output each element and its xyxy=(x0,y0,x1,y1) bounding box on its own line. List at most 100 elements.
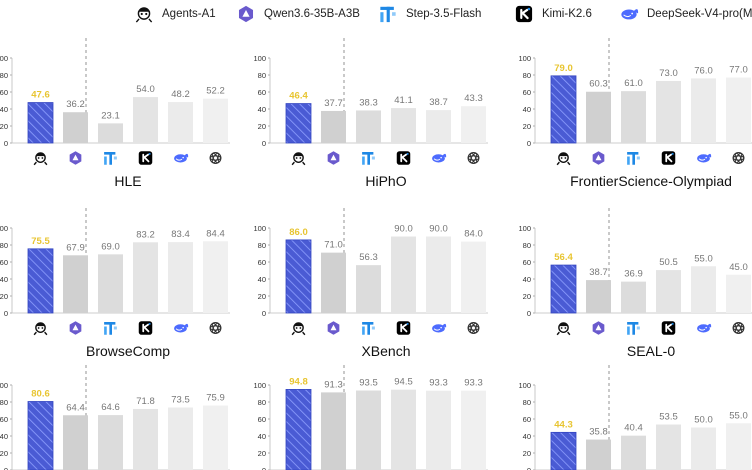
y-tick-label: 60 xyxy=(523,258,531,267)
bar-value-label: 60.3 xyxy=(589,79,608,90)
openai-icon xyxy=(732,322,745,334)
y-tick-label: 100 xyxy=(253,381,266,390)
bar-value-label: 56.4 xyxy=(554,252,573,263)
chart-panel-4: 0 20 40 60 80 100 86.0 71.0 56.3 90.0 90.0 84.0 XBen… xyxy=(253,208,488,359)
bar-0 xyxy=(27,102,54,144)
bar-5 xyxy=(726,423,751,470)
bar-2 xyxy=(621,281,646,313)
bar-value-label: 35.8 xyxy=(589,427,608,438)
y-tick-label: 60 xyxy=(258,88,266,97)
bar-value-label: 80.6 xyxy=(31,388,50,399)
y-tick-label: 0 xyxy=(4,139,8,148)
chart-title: XBench xyxy=(361,343,410,359)
y-tick-label: 0 xyxy=(262,466,266,470)
bar-1 xyxy=(63,255,88,313)
bar-4 xyxy=(426,110,451,143)
bar-2 xyxy=(356,390,381,470)
agents-a1-icon xyxy=(556,322,571,336)
qwen-icon xyxy=(69,321,82,335)
bar-2 xyxy=(356,265,381,313)
bar-2 xyxy=(98,415,123,470)
qwen-icon xyxy=(69,151,82,165)
bar-value-label: 36.2 xyxy=(66,99,85,110)
bar-value-label: 71.0 xyxy=(324,240,343,251)
y-tick-label: 80 xyxy=(0,71,8,80)
y-tick-label: 40 xyxy=(258,105,266,114)
y-tick-label: 40 xyxy=(258,432,266,441)
y-tick-label: 80 xyxy=(523,398,531,407)
bar-1 xyxy=(586,91,611,143)
bar-5 xyxy=(203,405,228,470)
legend-label: Agents-A1 xyxy=(162,8,216,20)
bar-value-label: 38.3 xyxy=(359,97,378,108)
y-tick-label: 40 xyxy=(258,275,266,284)
bar-value-label: 64.4 xyxy=(66,402,85,413)
bar-value-label: 44.3 xyxy=(554,419,573,430)
bar-0 xyxy=(550,264,577,314)
bar-3 xyxy=(391,236,416,313)
bar-value-label: 23.1 xyxy=(101,110,120,121)
kimi-icon xyxy=(138,151,153,165)
bar-4 xyxy=(691,266,716,313)
kimi-icon xyxy=(396,151,411,165)
chart-panel-8: 0 20 40 60 80 100 44.3 35.8 40.4 53.5 50.0 55.0 xyxy=(518,365,752,470)
bar-1 xyxy=(321,392,346,470)
deepseek-icon xyxy=(174,153,189,163)
bar-1 xyxy=(321,110,346,143)
y-tick-label: 80 xyxy=(523,241,531,250)
step-icon xyxy=(104,152,117,165)
bar-4 xyxy=(168,242,193,313)
kimi-icon xyxy=(396,321,411,335)
bar-3 xyxy=(133,408,158,470)
y-tick-label: 60 xyxy=(0,258,8,267)
y-tick-label: 0 xyxy=(527,309,531,318)
y-tick-label: 100 xyxy=(253,224,266,233)
bar-value-label: 93.3 xyxy=(464,378,483,389)
y-tick-label: 80 xyxy=(258,71,266,80)
bar-2 xyxy=(356,110,381,143)
legend-item-0: Agents-A1 xyxy=(134,4,216,24)
y-tick-label: 20 xyxy=(523,122,531,131)
legend: Agents-A1 Qwen3.6-35B-A3B Step-3.5-Flash Ki… xyxy=(0,0,752,34)
qwen-icon xyxy=(327,151,340,165)
bar-value-label: 61.0 xyxy=(624,78,643,89)
agents-a1-icon xyxy=(135,7,153,23)
bar-value-label: 40.4 xyxy=(624,423,643,434)
deepseek-icon xyxy=(174,323,189,333)
chart-title: SEAL-0 xyxy=(627,343,675,359)
chart-title: HiPhO xyxy=(365,173,406,189)
bar-value-label: 47.6 xyxy=(31,90,50,101)
bar-0 xyxy=(27,401,54,470)
openai-icon xyxy=(467,322,480,334)
y-tick-label: 80 xyxy=(258,398,266,407)
chart-title: FrontierScience-Olympiad xyxy=(570,173,732,189)
y-tick-label: 80 xyxy=(523,71,531,80)
bar-value-label: 93.3 xyxy=(429,378,448,389)
chart-panel-3: 0 20 40 60 80 100 75.5 67.9 69.0 83.2 83.4 84.4 Brow… xyxy=(0,208,230,359)
agents-a1-icon xyxy=(33,152,48,166)
bar-value-label: 54.0 xyxy=(136,84,155,95)
bar-value-label: 73.5 xyxy=(171,395,190,406)
bar-value-label: 41.1 xyxy=(394,95,413,106)
bar-value-label: 83.2 xyxy=(136,229,155,240)
bar-3 xyxy=(656,270,681,313)
step-icon xyxy=(104,322,117,335)
y-tick-label: 40 xyxy=(0,432,8,441)
y-tick-label: 80 xyxy=(0,398,8,407)
qwen-icon xyxy=(592,321,605,335)
step-icon xyxy=(627,152,640,165)
bar-5 xyxy=(461,390,486,470)
y-tick-label: 60 xyxy=(523,88,531,97)
bar-0 xyxy=(285,239,312,314)
deepseek-icon xyxy=(697,153,712,163)
step-icon xyxy=(362,152,375,165)
y-tick-label: 40 xyxy=(523,432,531,441)
agents-a1-icon xyxy=(33,322,48,336)
y-tick-label: 100 xyxy=(518,381,531,390)
bar-value-label: 45.0 xyxy=(729,262,748,273)
bar-0 xyxy=(285,103,312,144)
y-tick-label: 40 xyxy=(523,105,531,114)
y-tick-label: 60 xyxy=(258,258,266,267)
y-tick-label: 0 xyxy=(527,466,531,470)
bar-value-label: 91.3 xyxy=(324,379,343,390)
